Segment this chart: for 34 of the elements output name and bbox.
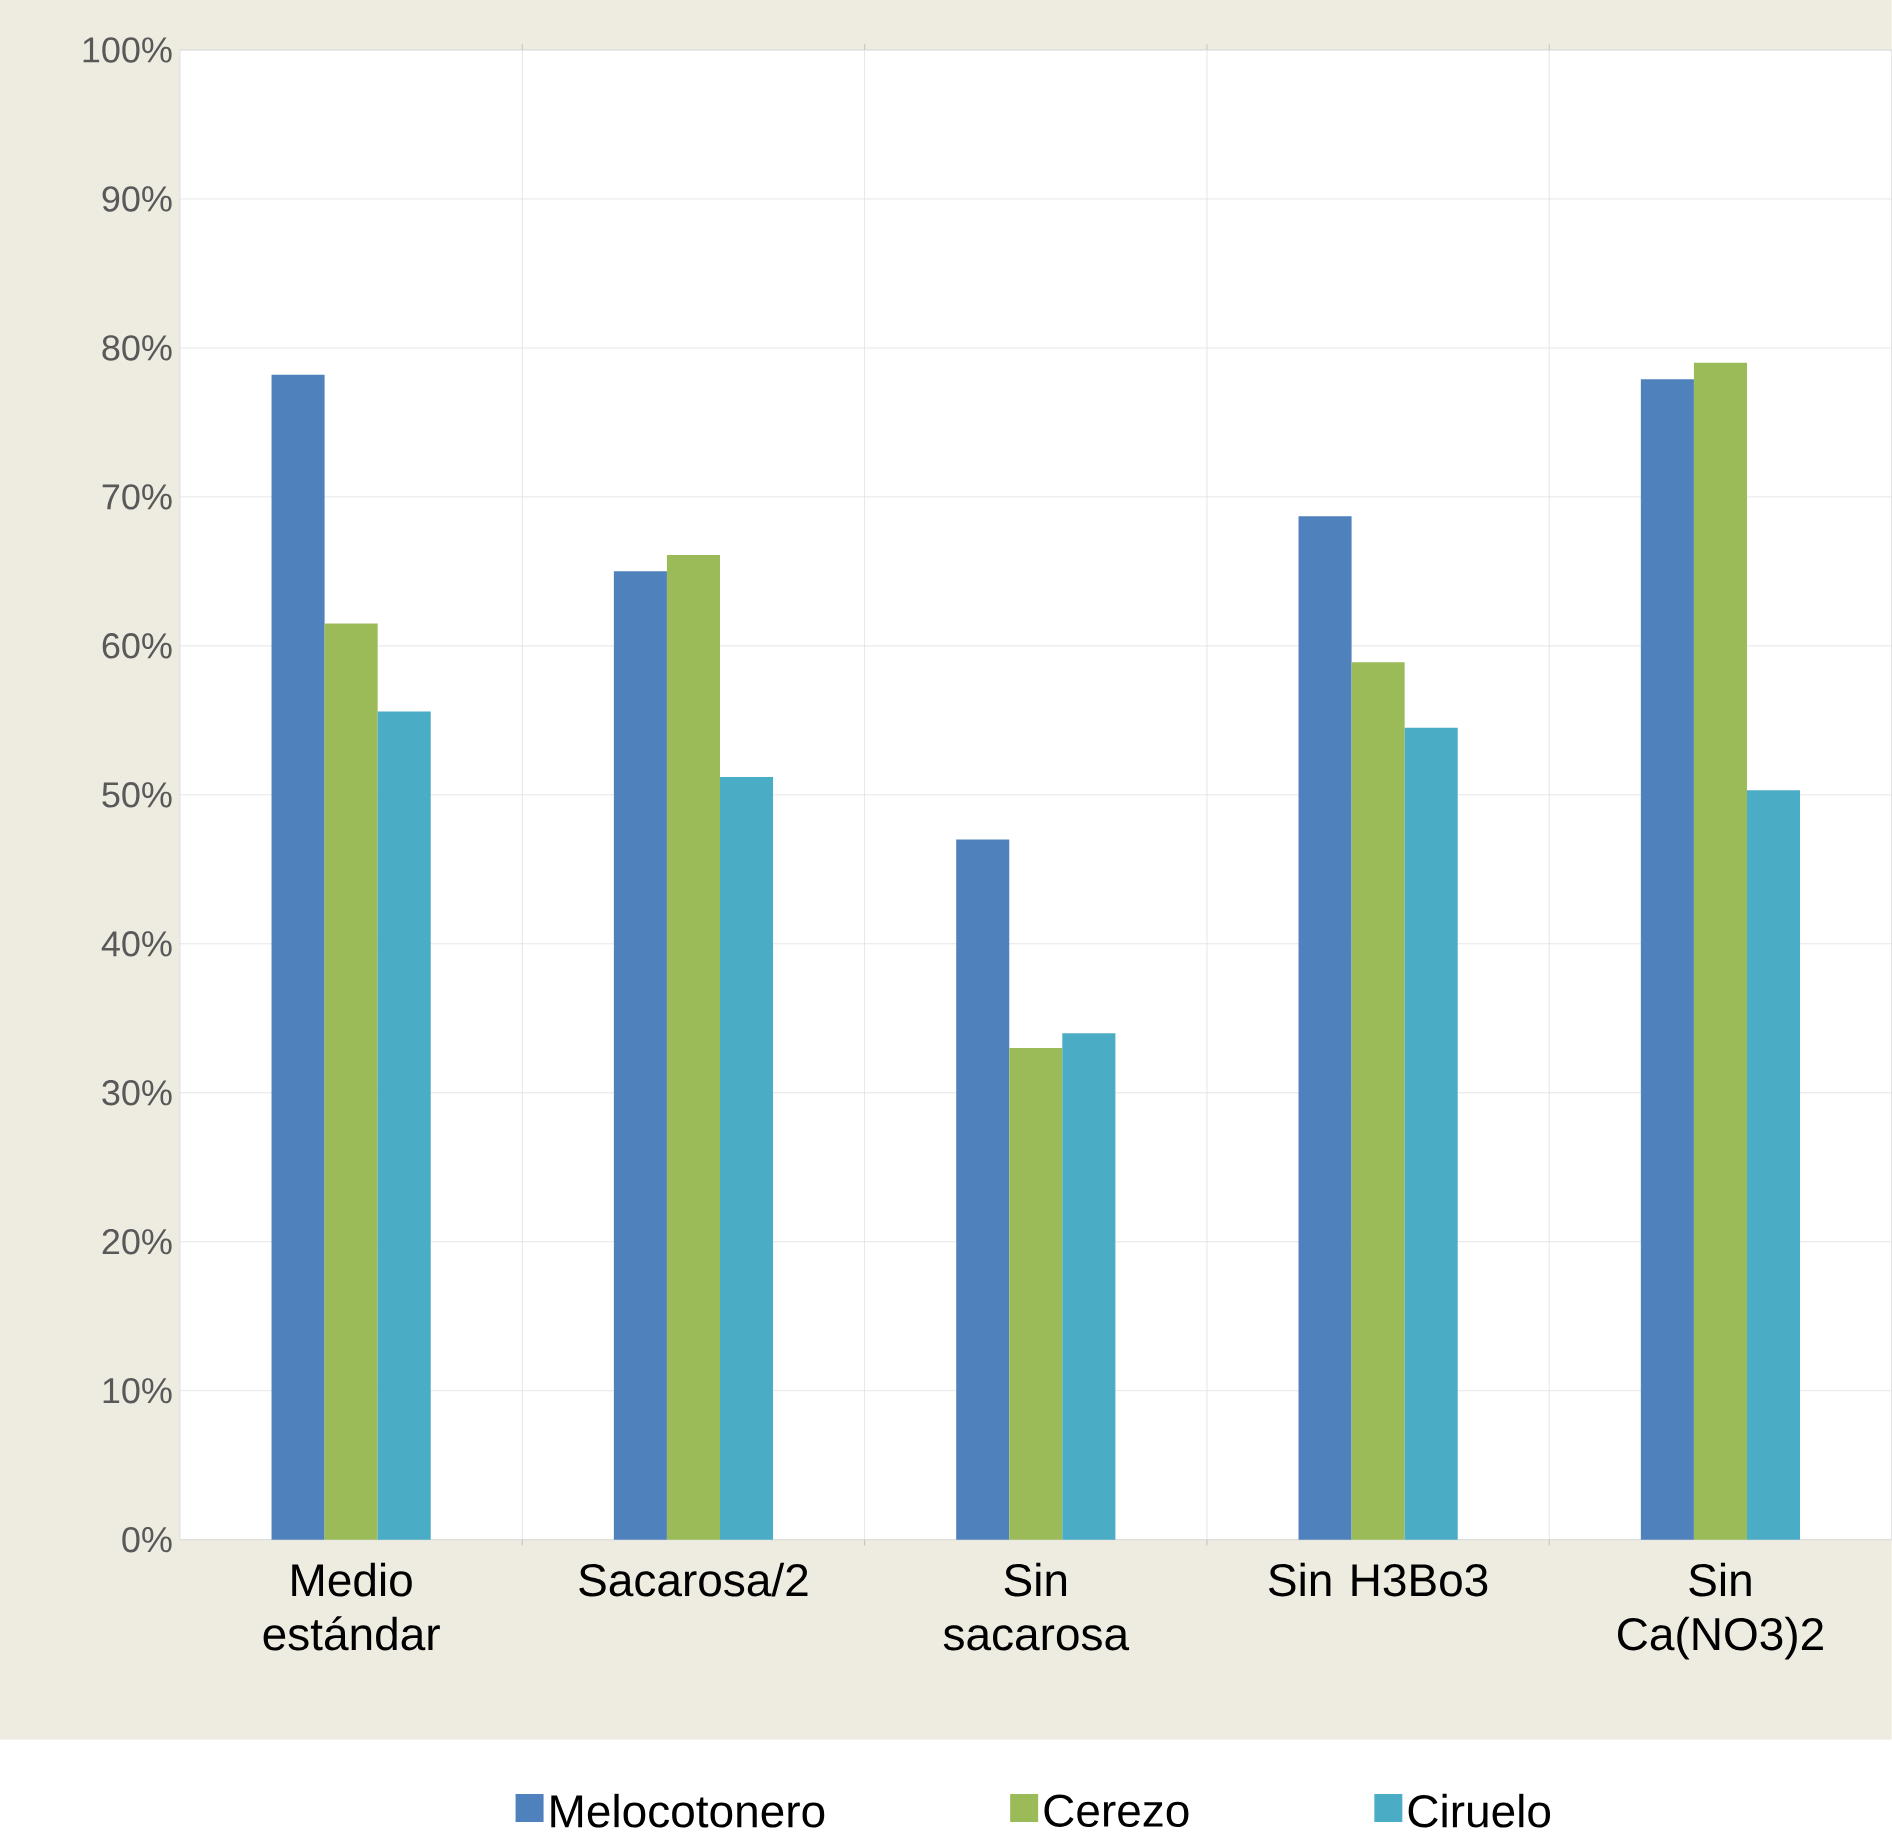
legend-label: Cerezo — [1044, 1794, 1189, 1827]
x-tick-label: Sin Ca(NO3)2 — [1618, 1562, 1823, 1660]
y-tick-label: 20% — [102, 1228, 172, 1255]
bar — [377, 711, 431, 1540]
legend-label: Melocotonero — [551, 1793, 825, 1828]
x-tick-label: Sin H3Bo3 — [1269, 1562, 1488, 1597]
x-tick-label: Sin sacarosa — [943, 1562, 1130, 1651]
bar — [271, 374, 325, 1540]
y-tick-label: 100% — [83, 37, 172, 63]
y-tick-label: 90% — [102, 186, 172, 212]
bar — [1404, 727, 1458, 1540]
bar — [1009, 1048, 1063, 1540]
y-tick-label: 50% — [102, 782, 172, 808]
bar — [1640, 379, 1694, 1540]
bar — [719, 776, 774, 1540]
bar — [1351, 662, 1405, 1540]
legend-label: Ciruelo — [1408, 1793, 1551, 1828]
x-tick-label: Sacarosa/2 — [579, 1562, 808, 1597]
y-tick-label: 10% — [103, 1377, 172, 1404]
y-tick-label: 80% — [102, 335, 172, 361]
bar — [1693, 362, 1747, 1540]
y-tick-label: 0% — [122, 1526, 172, 1553]
y-tick-label: 30% — [102, 1079, 172, 1106]
bar — [1746, 790, 1801, 1540]
bar — [613, 571, 667, 1540]
y-tick-label: 40% — [101, 931, 172, 957]
bar — [666, 554, 720, 1540]
bar — [956, 839, 1010, 1540]
bar — [1062, 1033, 1116, 1540]
bar — [1298, 516, 1352, 1540]
y-tick-label: 70% — [102, 484, 172, 510]
bar — [324, 623, 378, 1540]
y-tick-label: 60% — [102, 633, 172, 659]
x-tick-label: Medio estándar — [263, 1562, 440, 1651]
